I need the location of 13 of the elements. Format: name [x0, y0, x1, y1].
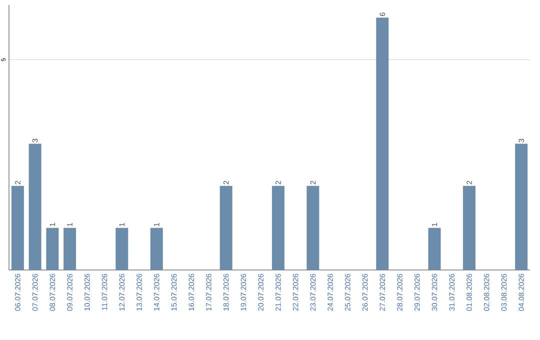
bar	[116, 228, 128, 270]
bar	[28, 144, 42, 270]
bar	[306, 186, 320, 270]
bar	[462, 186, 476, 270]
bar	[46, 228, 59, 270]
bar	[220, 186, 232, 270]
bar	[11, 186, 24, 270]
bar	[272, 186, 284, 270]
bar	[428, 228, 441, 270]
bar	[515, 144, 528, 270]
bar	[376, 18, 389, 270]
bar	[150, 228, 163, 270]
bar	[64, 228, 76, 270]
